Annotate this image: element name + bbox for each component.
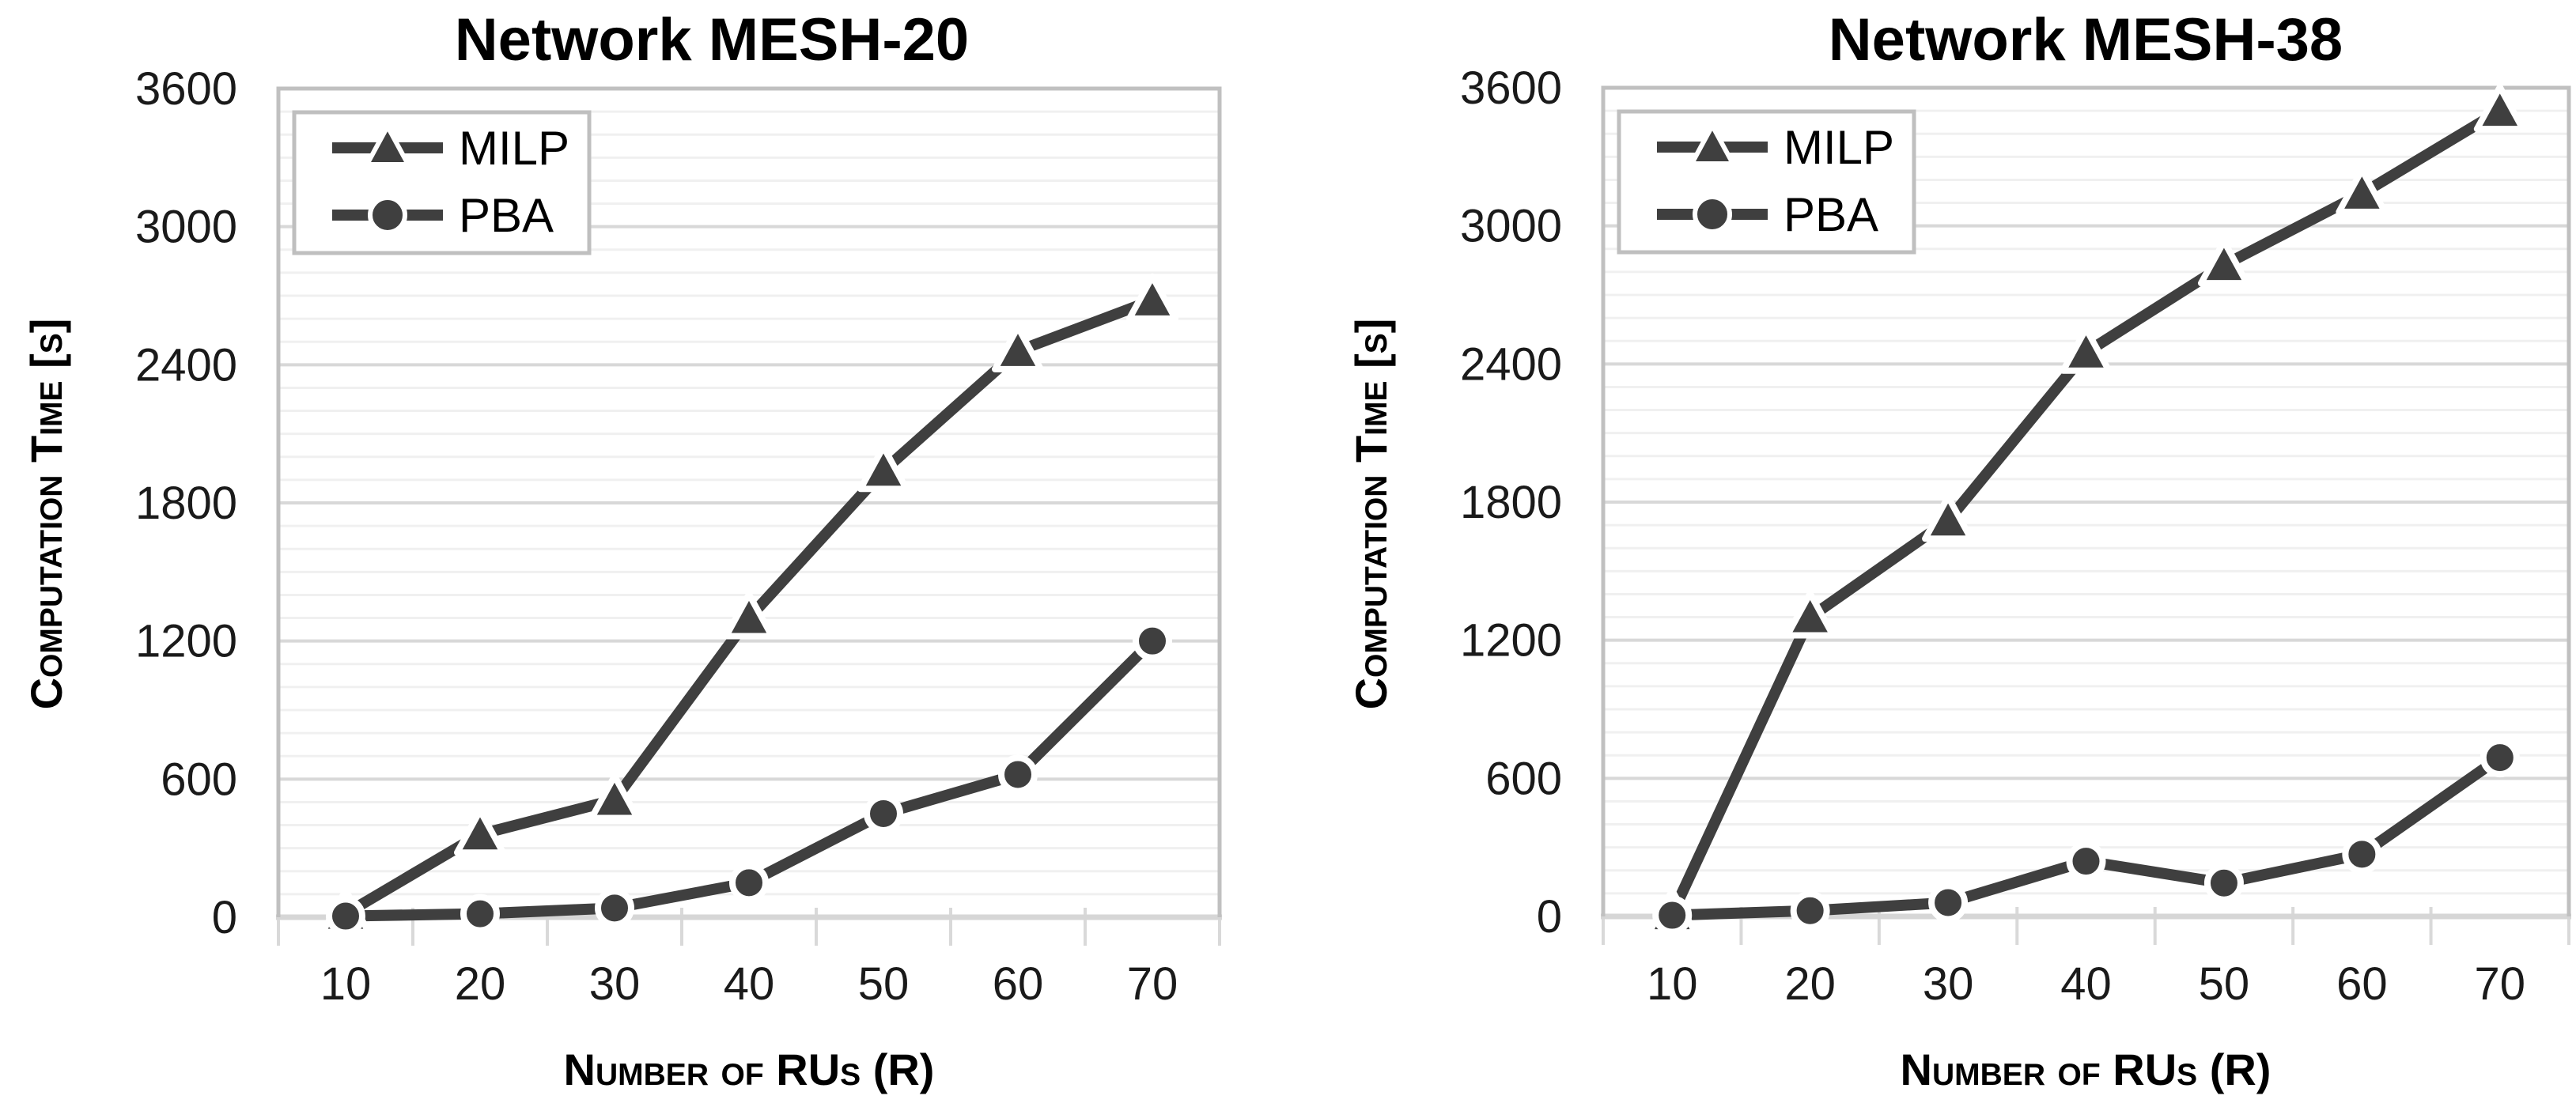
- x-tick-label: 70: [2475, 958, 2526, 1010]
- circle-marker-icon: [1693, 195, 1732, 234]
- legend-item-milp: MILP: [1657, 120, 1894, 174]
- triangle-marker-icon: [454, 807, 506, 856]
- triangle-marker-icon: [723, 591, 775, 640]
- legend-label-milp: MILP: [1784, 121, 1894, 174]
- chart-mesh-20: 0 600 1200 1800 2400 3000 3600 10 20 30 40 50 60 70 N…: [21, 6, 1222, 1094]
- y-axis-title: Computation Time [s]: [1346, 319, 1396, 710]
- x-tick-label: 40: [2060, 958, 2112, 1010]
- legend-box: [292, 110, 592, 255]
- circle-marker-icon: [1790, 890, 1830, 931]
- y-tick-label: 1800: [1460, 477, 1562, 528]
- triangle-marker-icon: [857, 444, 910, 493]
- y-tick-label: 600: [161, 754, 237, 805]
- circle-marker-icon: [368, 195, 407, 235]
- circle-marker-icon: [1928, 882, 1969, 923]
- legend: MILP PBA: [1617, 109, 1916, 255]
- y-tick-label: 2400: [1460, 338, 1562, 390]
- x-tick-label: 30: [589, 958, 641, 1010]
- triangle-marker-icon: [362, 121, 413, 167]
- y-tick-label: 3600: [1460, 62, 1562, 114]
- x-tick-label: 50: [2199, 958, 2250, 1010]
- x-tick-label: 50: [858, 958, 910, 1010]
- circle-marker-icon: [1133, 621, 1172, 661]
- circle-marker-icon: [2203, 863, 2244, 903]
- triangle-marker-icon: [588, 773, 641, 822]
- circle-marker-icon: [1652, 895, 1693, 935]
- circle-marker-icon: [729, 863, 769, 903]
- chart-title: Network MESH-20: [455, 6, 969, 74]
- y-tick-label: 1200: [135, 616, 237, 667]
- x-axis-title: Number of RUs (R): [1901, 1045, 2271, 1094]
- x-tick-label: 60: [993, 958, 1044, 1010]
- legend-item-pba: PBA: [1657, 188, 1878, 241]
- triangle-marker-icon: [1922, 493, 1975, 542]
- plot-generated-0: 0 600 1200 1800 2400 3000 3600 10 20 30 40 50 60 70: [135, 63, 1222, 1010]
- circle-marker-icon: [864, 794, 903, 833]
- y-tick-label: 1800: [135, 478, 237, 529]
- chart-mesh-38: 0 600 1200 1800 2400 3000 3600 10 20 30 40 50 60 70 N…: [1346, 6, 2571, 1094]
- x-tick-label: 70: [1127, 958, 1178, 1010]
- y-tick-label: 0: [212, 892, 237, 943]
- legend-label-pba: PBA: [1784, 188, 1878, 241]
- x-tick-label: 30: [1923, 958, 1974, 1010]
- x-tick-label: 20: [1784, 958, 1836, 1010]
- circle-marker-icon: [460, 894, 500, 934]
- legend-item-milp: MILP: [332, 121, 569, 175]
- x-tick-label: 10: [1647, 958, 1698, 1010]
- circle-marker-icon: [326, 896, 365, 936]
- circle-marker-icon: [2342, 834, 2382, 875]
- x-tick-label: 40: [724, 958, 775, 1010]
- triangle-marker-icon: [2060, 325, 2113, 374]
- x-tick-label: 20: [455, 958, 506, 1010]
- y-tick-label: 3000: [1460, 201, 1562, 252]
- triangle-marker-icon: [2197, 238, 2250, 287]
- x-axis-title: Number of RUs (R): [564, 1045, 935, 1094]
- legend-label-pba: PBA: [459, 189, 554, 242]
- x-tick-label: 10: [320, 958, 372, 1010]
- y-tick-label: 0: [1537, 891, 1562, 943]
- legend: MILP PBA: [292, 110, 592, 255]
- triangle-marker-icon: [2336, 166, 2389, 215]
- pba-series-line: [1666, 752, 2506, 921]
- legend-item-pba: PBA: [332, 189, 554, 242]
- circle-marker-icon: [998, 754, 1038, 795]
- y-tick-label: 600: [1485, 753, 1562, 804]
- triangle-marker-icon: [1126, 273, 1178, 322]
- y-tick-label: 1200: [1460, 615, 1562, 667]
- y-tick-label: 3600: [135, 63, 237, 115]
- legend-box: [1617, 109, 1916, 255]
- triangle-marker-icon: [2473, 84, 2526, 133]
- triangle-marker-icon: [1687, 120, 1738, 166]
- plot-border: [1601, 85, 2571, 916]
- y-tick-label: 3000: [135, 202, 237, 253]
- plot-border: [276, 86, 1222, 917]
- triangle-marker-icon: [992, 323, 1044, 372]
- circle-marker-icon: [2480, 738, 2520, 778]
- circle-marker-icon: [595, 888, 634, 928]
- plot-generated-1: 0 600 1200 1800 2400 3000 3600 10 20 30 40 50 60 70: [1460, 62, 2571, 1010]
- legend-label-milp: MILP: [459, 122, 569, 175]
- x-tick-label: 60: [2336, 958, 2388, 1010]
- triangle-marker-icon: [1784, 590, 1836, 639]
- circle-marker-icon: [2066, 841, 2106, 882]
- y-tick-label: 2400: [135, 339, 237, 391]
- chart-title: Network MESH-38: [1829, 6, 2343, 74]
- y-axis-title: Computation Time [s]: [21, 319, 71, 710]
